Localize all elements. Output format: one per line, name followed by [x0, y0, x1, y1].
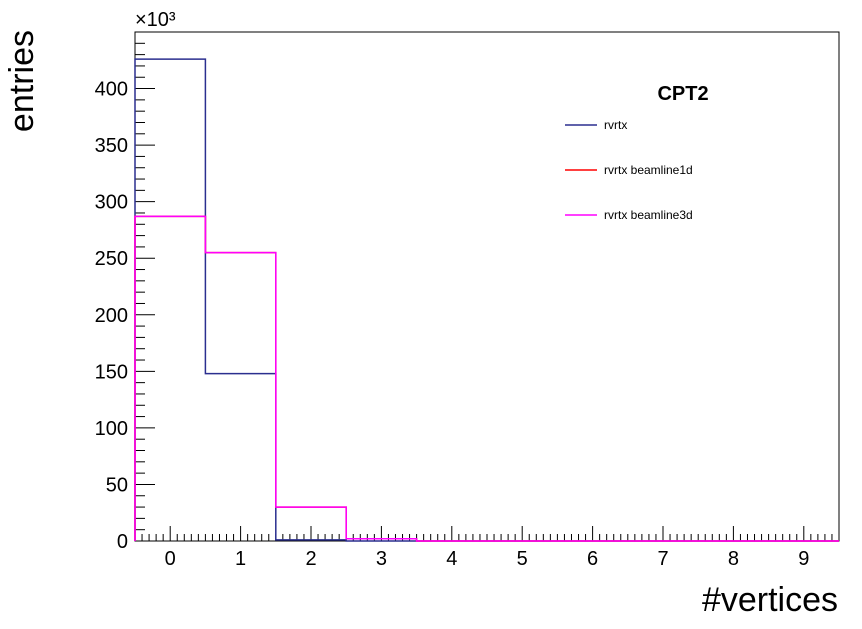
legend-label-3: rvrtx beamline3d — [604, 208, 693, 222]
x-tick-label: 6 — [587, 548, 598, 570]
y-tick-label: 250 — [95, 248, 128, 270]
series-line-2 — [134, 215, 839, 542]
y-axis-ticks: 0 50 100 150 200 250 300 350 400 — [95, 31, 155, 553]
x-axis-ticks: 0 1 2 3 4 5 6 7 8 9 — [134, 526, 840, 570]
y-tick-label: 400 — [95, 79, 128, 101]
y-axis-title: entries — [3, 30, 41, 132]
series-line-3 — [134, 215, 839, 542]
series-line-1 — [134, 58, 839, 542]
y-tick-label: 300 — [95, 192, 128, 214]
x-tick-label: 3 — [376, 548, 387, 570]
legend-label-1: rvrtx — [604, 118, 627, 132]
legend: rvrtx rvrtx beamline1d rvrtx beamline3d — [565, 118, 693, 222]
series-layer — [134, 58, 839, 542]
x-axis-title: #vertices — [702, 581, 838, 619]
y-tick-label: 150 — [95, 361, 128, 383]
x-tick-label: 0 — [165, 548, 176, 570]
y-tick-label: 200 — [95, 305, 128, 327]
x-tick-label: 1 — [235, 548, 246, 570]
x-tick-label: 5 — [517, 548, 528, 570]
y-tick-label: 100 — [95, 418, 128, 440]
x-tick-label: 2 — [305, 548, 316, 570]
x-tick-label: 4 — [446, 548, 457, 570]
y-exponent-label: ×10³ — [135, 9, 176, 31]
x-tick-label: 9 — [798, 548, 809, 570]
x-tick-label: 7 — [657, 548, 668, 570]
x-tick-label: 8 — [728, 548, 739, 570]
y-tick-label: 50 — [106, 474, 128, 496]
y-tick-label: 350 — [95, 135, 128, 157]
y-tick-label: 0 — [117, 531, 128, 553]
legend-title: CPT2 — [657, 83, 708, 105]
legend-label-2: rvrtx beamline1d — [604, 163, 693, 177]
plot-frame — [134, 31, 840, 542]
